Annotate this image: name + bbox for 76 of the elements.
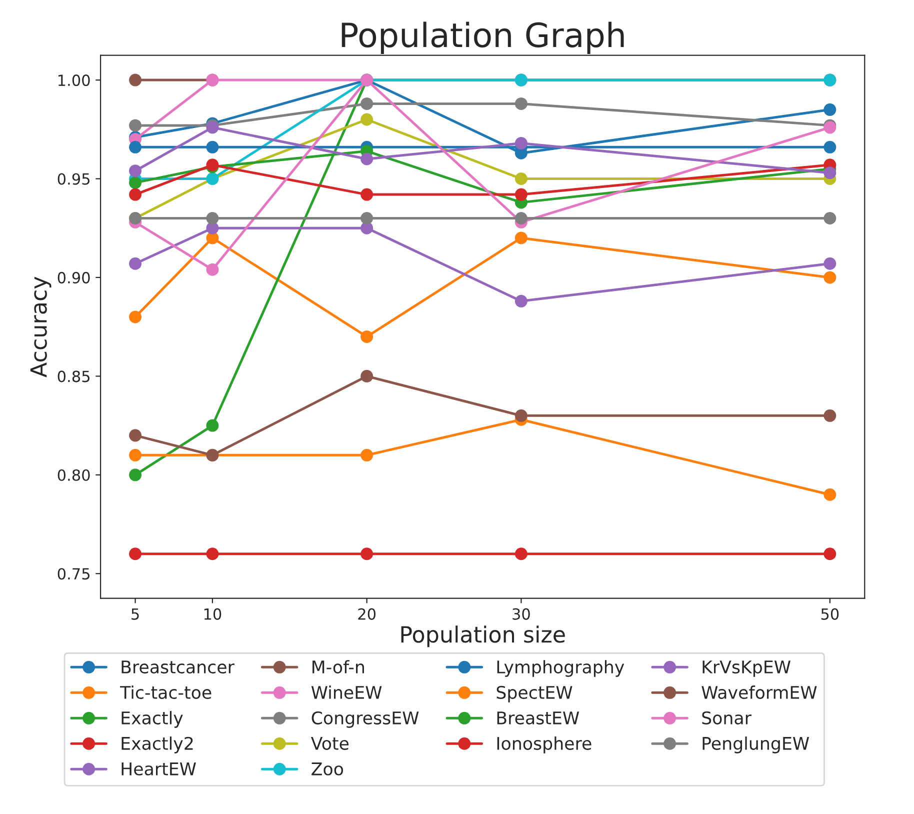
legend-label: PenglungEW bbox=[702, 736, 810, 754]
point bbox=[129, 140, 142, 154]
point bbox=[360, 548, 374, 560]
x-tick-label: 50 bbox=[821, 608, 839, 620]
legend-label: Zoo bbox=[312, 762, 344, 776]
chart-title: Population Graph bbox=[342, 22, 624, 54]
x-tick-label: 5 bbox=[132, 608, 139, 620]
point bbox=[360, 188, 374, 201]
point bbox=[129, 74, 142, 86]
x-tick-label: 10 bbox=[204, 608, 222, 620]
point bbox=[360, 330, 374, 343]
x-tick-label: 20 bbox=[358, 608, 376, 620]
point bbox=[514, 188, 528, 201]
point bbox=[514, 172, 528, 185]
y-tick-label: 1.00 bbox=[58, 74, 90, 86]
point bbox=[129, 429, 142, 442]
point bbox=[360, 97, 374, 110]
y-axis-title: Accuracy bbox=[30, 276, 52, 378]
point bbox=[514, 232, 528, 244]
legend-label: SpectEW bbox=[496, 686, 572, 702]
legend-label: WaveformEW bbox=[702, 686, 817, 699]
point bbox=[824, 140, 836, 154]
point bbox=[824, 409, 836, 422]
legend-label: Exactly2 bbox=[122, 736, 193, 754]
point bbox=[129, 548, 142, 560]
point bbox=[824, 166, 836, 180]
point bbox=[129, 164, 142, 178]
point bbox=[824, 488, 836, 501]
point bbox=[824, 103, 836, 116]
point bbox=[129, 119, 142, 132]
point bbox=[514, 294, 528, 308]
legend-label: Sonar bbox=[702, 711, 752, 724]
point bbox=[360, 152, 374, 166]
x-tick-label: 30 bbox=[512, 608, 530, 620]
y-tick-label: 0.95 bbox=[58, 173, 90, 185]
point bbox=[129, 188, 142, 201]
point bbox=[206, 548, 219, 560]
point bbox=[514, 97, 528, 110]
point bbox=[129, 468, 142, 482]
point bbox=[824, 548, 836, 560]
y-tick-label: 0.90 bbox=[58, 272, 90, 284]
point bbox=[360, 448, 374, 462]
y-tick-label: 0.80 bbox=[58, 469, 90, 481]
legend-label: M-of-n bbox=[312, 660, 364, 674]
legend-label: Tic-tac-toe bbox=[120, 686, 212, 699]
point bbox=[824, 257, 836, 270]
point bbox=[824, 271, 836, 284]
legend-label: WineEW bbox=[311, 686, 382, 699]
y-tick-label: 0.85 bbox=[58, 370, 90, 382]
legend-label: Exactly bbox=[122, 711, 183, 728]
legend-label: HeartEW bbox=[122, 762, 196, 776]
point bbox=[206, 140, 219, 154]
point bbox=[206, 419, 219, 432]
point bbox=[206, 212, 219, 224]
legend-label: Lymphography bbox=[497, 660, 624, 677]
point bbox=[129, 176, 142, 189]
point bbox=[360, 113, 374, 126]
point bbox=[824, 212, 836, 224]
point bbox=[514, 409, 528, 422]
legend-label: CongressEW bbox=[312, 711, 419, 728]
point bbox=[514, 212, 528, 224]
point bbox=[129, 448, 142, 462]
point bbox=[514, 548, 528, 560]
x-axis-title: Population size bbox=[401, 626, 565, 648]
y-tick-label: 0.75 bbox=[58, 568, 90, 580]
legend-label: KrVsKpEW bbox=[702, 660, 790, 677]
point bbox=[514, 136, 528, 150]
legend-label: Breastcancer bbox=[122, 660, 234, 674]
point bbox=[129, 310, 142, 324]
point bbox=[360, 212, 374, 224]
legend-label: BreastEW bbox=[497, 712, 580, 724]
point bbox=[206, 263, 219, 276]
point bbox=[129, 257, 142, 270]
legend-label: Ionosphere bbox=[497, 736, 592, 754]
point bbox=[360, 370, 374, 382]
legend-label: Vote bbox=[310, 737, 349, 750]
